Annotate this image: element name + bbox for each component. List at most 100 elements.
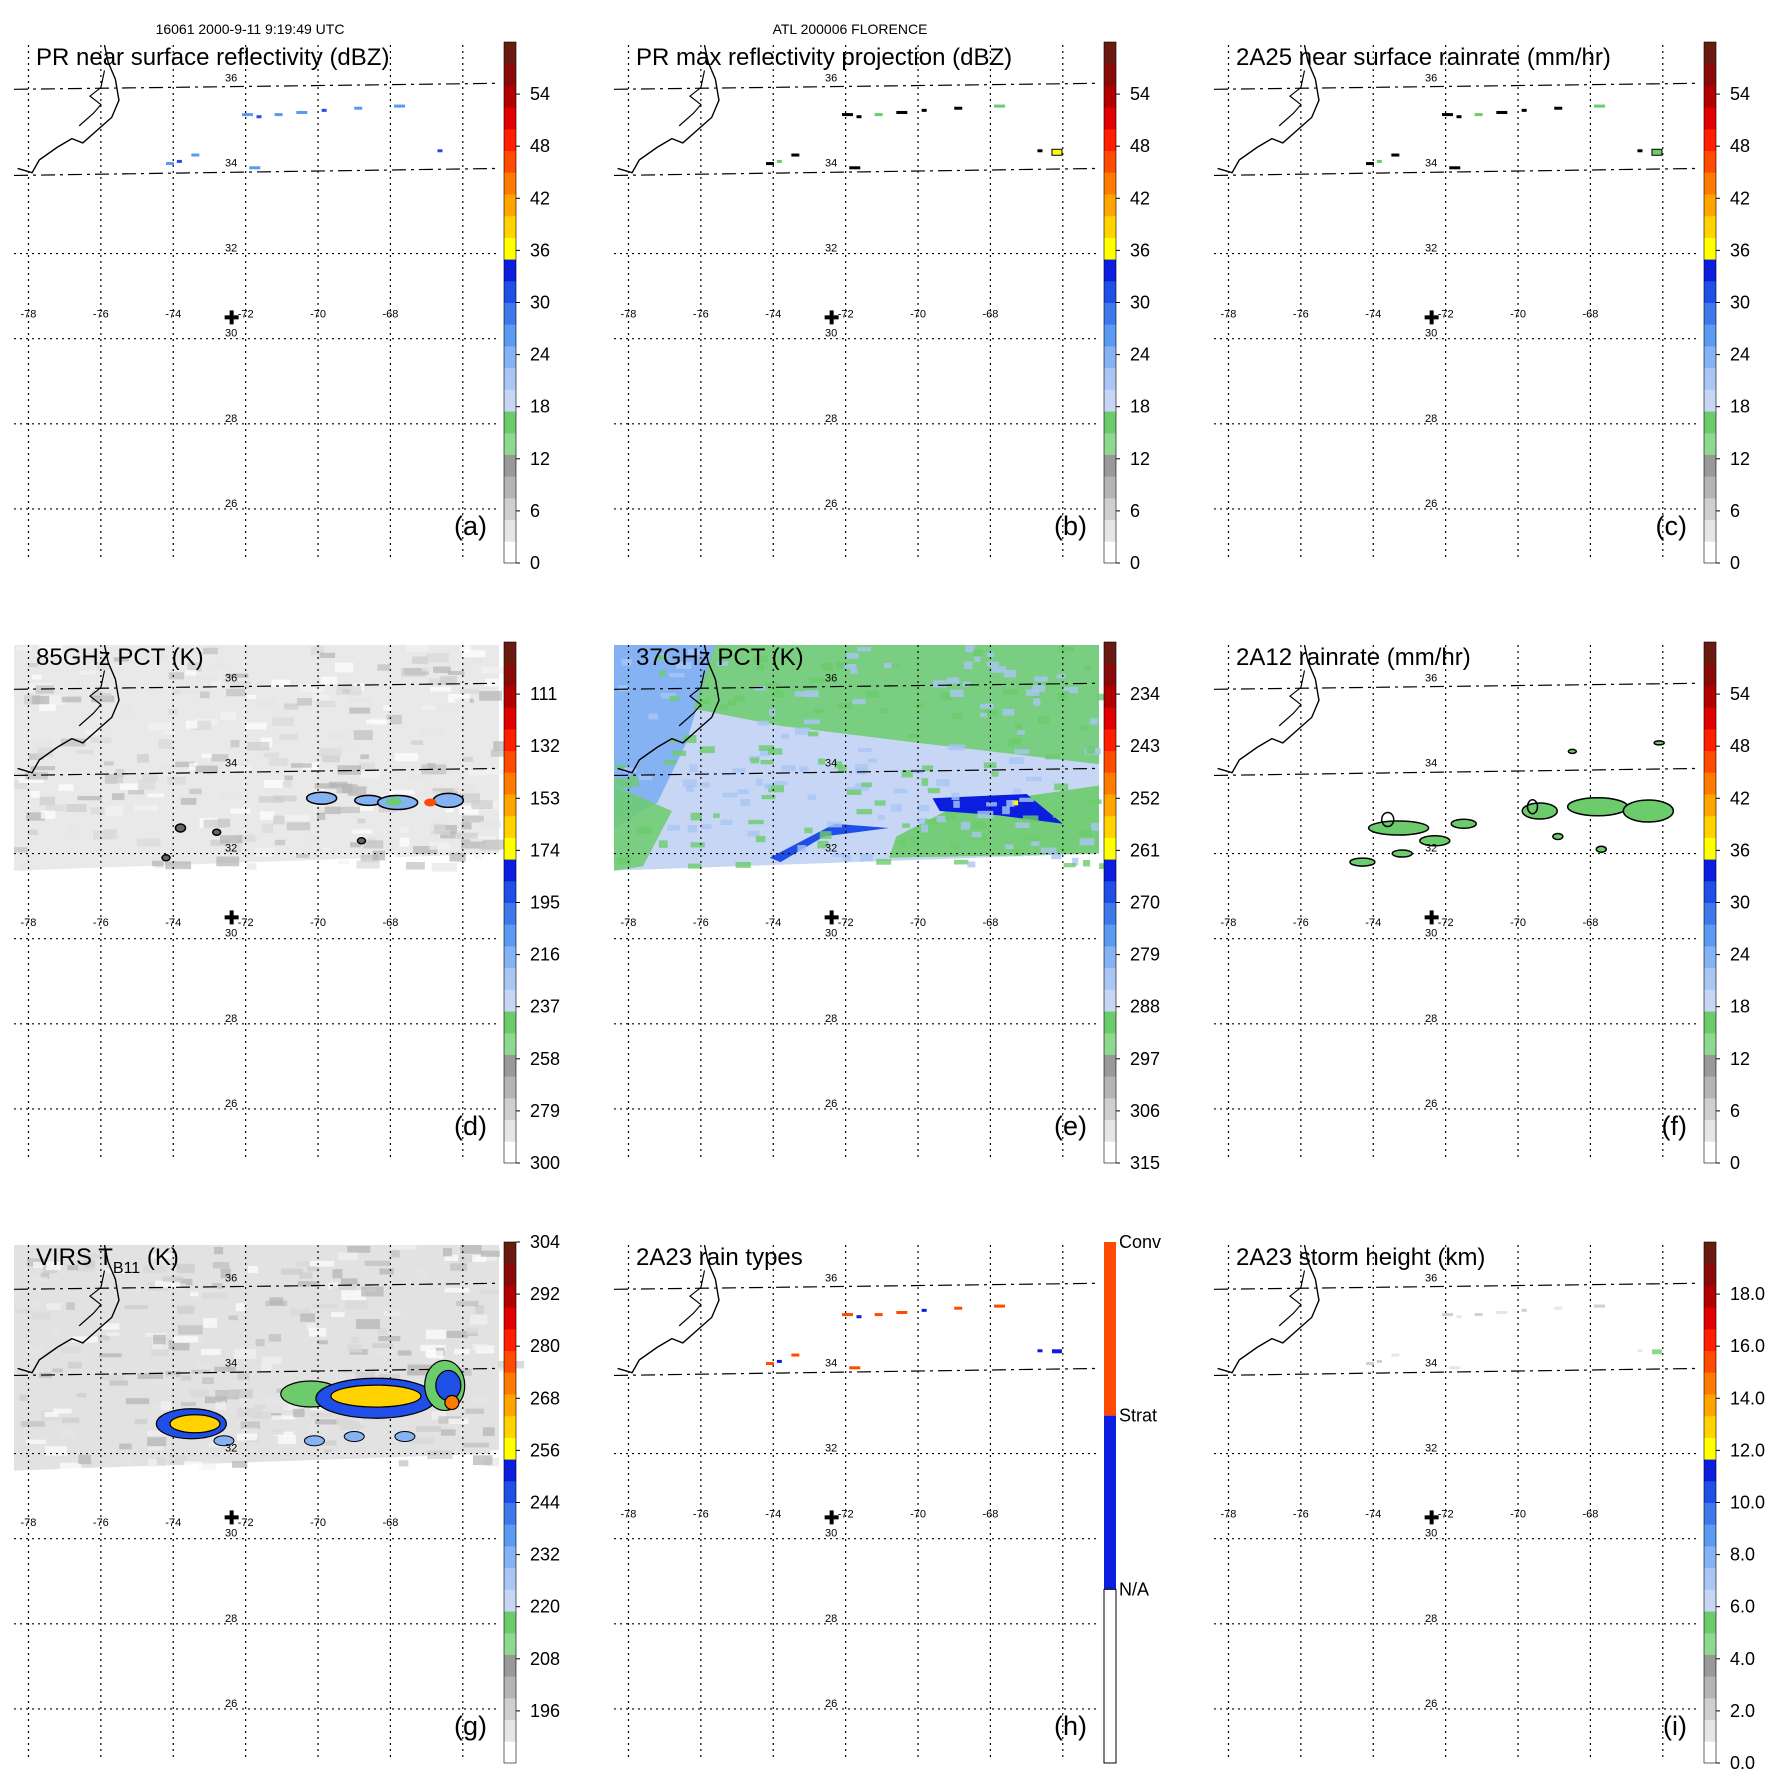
swath-texture bbox=[273, 815, 285, 825]
swath-texture bbox=[316, 701, 336, 708]
colorbar-swatch bbox=[1704, 1119, 1716, 1142]
swath-texture bbox=[917, 804, 930, 812]
swath-texture bbox=[19, 1394, 28, 1402]
lon-tick-label: -72 bbox=[238, 1517, 254, 1529]
lon-tick-label: -70 bbox=[910, 1508, 926, 1520]
colorbar-label: 256 bbox=[530, 1440, 560, 1460]
swath-texture bbox=[81, 1253, 106, 1259]
swath-texture bbox=[948, 745, 955, 750]
swath-texture bbox=[445, 1330, 468, 1338]
swath-texture bbox=[189, 1389, 210, 1398]
colorbar-swatch bbox=[1104, 280, 1116, 303]
panel-label: (c) bbox=[1656, 511, 1687, 541]
colorbar-swatch bbox=[504, 519, 516, 542]
swath-texture bbox=[299, 1272, 313, 1279]
swath-texture bbox=[119, 1443, 132, 1450]
swath-texture bbox=[827, 821, 842, 828]
swath-texture bbox=[1072, 857, 1079, 866]
lon-tick-label: -72 bbox=[838, 308, 854, 320]
swath-texture bbox=[461, 839, 486, 849]
colorbar-label: 6 bbox=[1130, 501, 1140, 521]
lon-tick-label: -70 bbox=[1510, 917, 1526, 929]
colorbar-swatch bbox=[504, 989, 516, 1012]
swath-texture bbox=[1060, 690, 1070, 698]
panel-label: (a) bbox=[454, 511, 487, 541]
swath-texture bbox=[363, 840, 384, 849]
swath-texture bbox=[201, 753, 212, 758]
swath-texture bbox=[418, 729, 443, 737]
rain-area bbox=[1521, 802, 1558, 820]
rain-cell bbox=[321, 108, 327, 112]
swath-texture bbox=[322, 755, 340, 763]
panel-label: (i) bbox=[1663, 1711, 1687, 1741]
colorbar-label: 42 bbox=[1130, 188, 1150, 208]
swath-texture bbox=[30, 766, 56, 771]
swath-texture bbox=[306, 1323, 316, 1330]
swath-texture bbox=[336, 1416, 353, 1425]
swath-texture bbox=[794, 727, 811, 735]
swath-texture bbox=[308, 1327, 327, 1337]
swath-texture bbox=[314, 783, 338, 789]
swath-texture bbox=[797, 845, 807, 853]
colorbar-swatch bbox=[1704, 728, 1716, 752]
swath-texture bbox=[458, 1254, 473, 1263]
rain-cell bbox=[856, 1315, 862, 1319]
swath-texture bbox=[215, 1389, 240, 1400]
colorbar-swatch bbox=[1104, 793, 1116, 817]
colorbar-label: 30 bbox=[1730, 293, 1750, 313]
lat-tick-label: 26 bbox=[825, 1098, 837, 1110]
swath-texture bbox=[421, 790, 441, 797]
swath-texture bbox=[483, 769, 505, 775]
swath-texture bbox=[804, 827, 813, 834]
swath-texture bbox=[752, 655, 768, 663]
swath-texture bbox=[61, 1346, 82, 1354]
colorbar-swatch bbox=[1704, 107, 1716, 130]
rain-cell bbox=[921, 108, 927, 112]
swath-texture bbox=[96, 662, 110, 671]
swath-texture bbox=[153, 1375, 177, 1385]
colorbar-label: 18 bbox=[1130, 397, 1150, 417]
colorbar-swatch bbox=[1704, 63, 1716, 86]
swath-texture bbox=[98, 1353, 122, 1358]
lat-tick-label: 30 bbox=[225, 1528, 237, 1540]
swath-texture bbox=[454, 1348, 470, 1355]
coastline bbox=[17, 644, 120, 774]
gridline-lat bbox=[13, 82, 500, 90]
swath-texture bbox=[216, 856, 240, 867]
swath-texture bbox=[332, 1269, 343, 1279]
swath-texture bbox=[448, 693, 470, 703]
swath-texture bbox=[74, 678, 84, 686]
colorbar-swatch bbox=[1704, 1741, 1716, 1764]
swath-texture bbox=[296, 853, 310, 859]
swath-texture bbox=[949, 689, 964, 698]
swath-texture bbox=[461, 822, 472, 830]
swath-texture bbox=[78, 1454, 91, 1464]
swath-texture bbox=[190, 1291, 199, 1297]
swath-texture bbox=[965, 645, 975, 653]
swath-texture bbox=[448, 1418, 469, 1425]
swath-texture bbox=[1015, 723, 1023, 729]
swath-texture bbox=[79, 670, 95, 675]
swath-texture bbox=[338, 1252, 358, 1260]
swath-texture bbox=[171, 1343, 190, 1351]
lat-tick-label: 28 bbox=[1425, 1613, 1437, 1625]
swath-texture bbox=[105, 1370, 115, 1377]
swath-texture bbox=[921, 778, 929, 786]
lon-tick-label: -78 bbox=[1221, 1508, 1237, 1520]
rain-cell bbox=[1521, 1308, 1527, 1312]
lat-tick-label: 30 bbox=[1425, 928, 1437, 940]
gridline-lat bbox=[613, 82, 1100, 90]
colorbar-swatch bbox=[1104, 642, 1116, 665]
swath-texture bbox=[470, 835, 496, 842]
colorbar-swatch bbox=[1704, 815, 1716, 838]
swath-texture bbox=[727, 699, 738, 706]
colorbar-label: 24 bbox=[1130, 345, 1150, 365]
gridline-lat bbox=[1213, 1367, 1700, 1377]
colorbar-swatch bbox=[504, 685, 516, 708]
colorbar-swatch bbox=[1704, 1097, 1716, 1121]
colorbar-swatch bbox=[1104, 902, 1116, 925]
swath-texture bbox=[855, 767, 867, 775]
colorbar-swatch bbox=[1104, 541, 1116, 564]
swath-texture bbox=[236, 1407, 263, 1418]
swath-texture bbox=[312, 1304, 338, 1309]
